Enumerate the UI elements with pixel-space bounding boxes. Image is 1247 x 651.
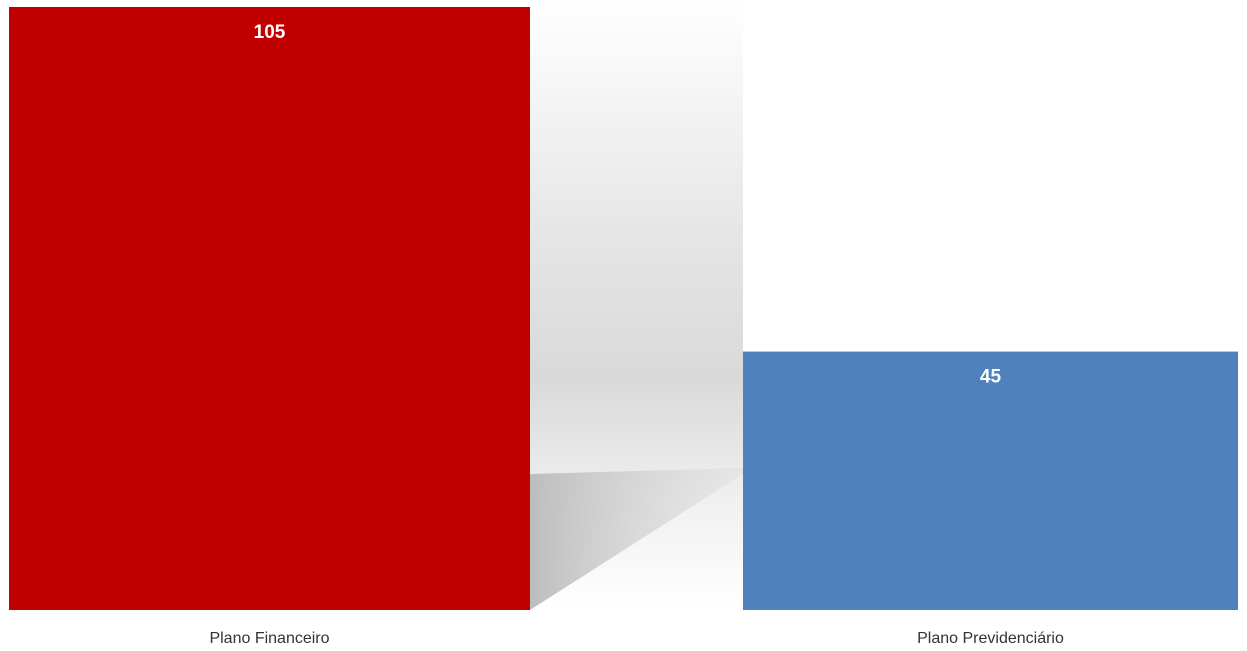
bar-1 (9, 7, 530, 610)
bar-2 (743, 351, 1238, 610)
data-label-2: 45 (980, 367, 1002, 388)
data-label-1: 105 (254, 22, 286, 43)
category-label-1: Plano Financeiro (209, 630, 329, 647)
shadow-shape (530, 468, 743, 610)
category-label-2: Plano Previdenciário (917, 630, 1064, 647)
